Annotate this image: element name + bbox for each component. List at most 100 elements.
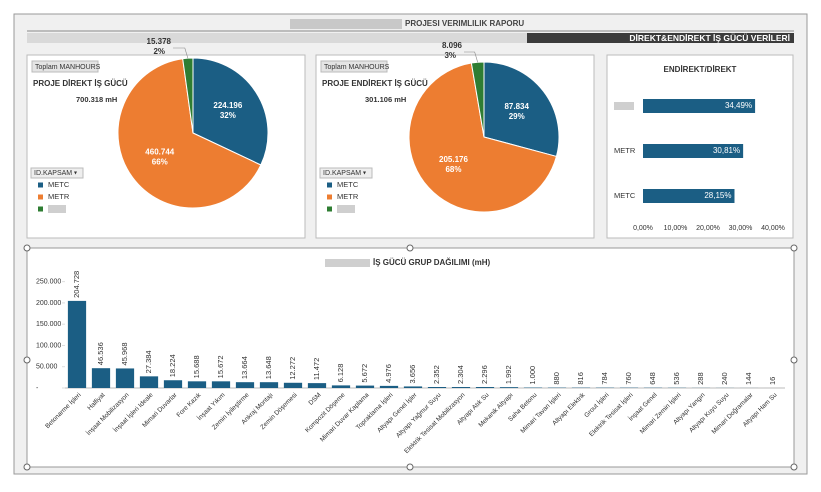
pie-slice bbox=[483, 61, 560, 158]
percent-label: 68% bbox=[445, 165, 461, 174]
data-label: 6.128 bbox=[336, 364, 345, 383]
bar bbox=[139, 376, 159, 388]
y-tick-label: 200.000 bbox=[36, 300, 61, 307]
leader-line bbox=[173, 47, 189, 59]
resize-handle bbox=[790, 244, 798, 252]
data-label: 3.656 bbox=[408, 365, 417, 384]
data-label: 28,15% bbox=[704, 191, 731, 200]
blurred-text bbox=[290, 19, 402, 29]
blurred-text bbox=[325, 259, 370, 267]
legend-swatch bbox=[38, 194, 43, 200]
bar bbox=[451, 387, 471, 388]
bar bbox=[643, 144, 744, 158]
data-label: 15.672 bbox=[216, 355, 225, 378]
data-label: 816 bbox=[576, 372, 585, 385]
dropdown[interactable] bbox=[319, 167, 373, 179]
legend-swatch bbox=[38, 182, 43, 188]
y-tick-label: - bbox=[36, 385, 39, 392]
resize-handle bbox=[790, 463, 798, 471]
legend-swatch bbox=[38, 206, 43, 212]
data-label: 1.992 bbox=[504, 365, 513, 384]
bar bbox=[91, 368, 111, 388]
bar bbox=[403, 386, 423, 388]
dropdown-arrow: ▾ bbox=[74, 171, 77, 177]
x-tick-label: 40,00% bbox=[761, 225, 785, 232]
percent-label: 32% bbox=[220, 111, 236, 120]
resize-handle bbox=[406, 463, 414, 471]
pie-slice bbox=[408, 62, 558, 213]
y-tick-label: METC bbox=[614, 191, 636, 200]
data-label: 11.472 bbox=[312, 358, 321, 380]
blurred-text bbox=[48, 205, 66, 213]
data-label: 8.096 bbox=[442, 41, 463, 50]
chart-title: PROJE ENDİREKT İŞ GÜCÜ bbox=[322, 79, 428, 88]
panel bbox=[26, 247, 795, 468]
blurred-text bbox=[614, 102, 634, 110]
bar bbox=[475, 387, 495, 388]
bar bbox=[379, 385, 399, 388]
banner-text: DİREKT&ENDİREKT İŞ GÜCÜ VERİLERİ bbox=[629, 33, 790, 43]
bar bbox=[307, 383, 327, 388]
total: 301.106 mH bbox=[365, 95, 406, 104]
legend-label: METC bbox=[337, 180, 359, 189]
y-tick-label: METR bbox=[614, 146, 636, 155]
data-label: 4.976 bbox=[384, 364, 393, 383]
data-label: 34,49% bbox=[725, 101, 752, 110]
bar bbox=[499, 387, 519, 388]
legend-swatch bbox=[327, 206, 332, 212]
data-label: 13.664 bbox=[240, 356, 249, 379]
data-label: 27.384 bbox=[144, 350, 153, 373]
bar bbox=[427, 386, 447, 388]
data-label: 2.352 bbox=[432, 365, 441, 384]
data-label: 224.196 bbox=[213, 101, 242, 110]
data-label: 18.224 bbox=[168, 354, 177, 377]
resize-handle bbox=[23, 356, 31, 364]
data-label: 288 bbox=[696, 372, 705, 385]
blurred-text bbox=[337, 205, 355, 213]
bar bbox=[283, 382, 303, 388]
data-label: 45.968 bbox=[120, 342, 129, 365]
data-label: 536 bbox=[672, 372, 681, 385]
legend-label: METR bbox=[337, 192, 359, 201]
data-label: 2.296 bbox=[480, 365, 489, 384]
data-label: 15.378 bbox=[147, 37, 172, 46]
button-label: Toplam MANHOURS bbox=[324, 64, 390, 71]
data-label: 46.536 bbox=[96, 342, 105, 365]
y-tick-label: 50.000 bbox=[36, 364, 58, 371]
data-label: 880 bbox=[552, 372, 561, 385]
legend-label: METR bbox=[48, 192, 70, 201]
data-label: 87.834 bbox=[504, 102, 529, 111]
total: 700.318 mH bbox=[76, 95, 117, 104]
data-label: 240 bbox=[720, 372, 729, 385]
bar bbox=[115, 368, 135, 388]
data-label: 204.728 bbox=[72, 271, 81, 298]
leader-line bbox=[464, 51, 478, 63]
data-label: 30,81% bbox=[713, 146, 740, 155]
x-tick-label: 30,00% bbox=[729, 225, 753, 232]
dropdown[interactable] bbox=[30, 167, 84, 179]
data-label: 760 bbox=[624, 372, 633, 385]
button-label: Toplam MANHOURS bbox=[35, 64, 101, 71]
data-label: 648 bbox=[648, 372, 657, 385]
bar bbox=[235, 382, 255, 388]
data-label: 1.000 bbox=[528, 366, 537, 385]
chart-title: PROJE DİREKT İŞ GÜCÜ bbox=[33, 79, 128, 88]
bar bbox=[643, 189, 735, 203]
report-title: PROJESI VERIMLILIK RAPORU bbox=[405, 19, 524, 28]
chart-title: İŞ GÜCÜ GRUP DAĞILIMI (mH) bbox=[373, 258, 491, 267]
percent-label: 2% bbox=[153, 47, 165, 56]
button bbox=[31, 60, 99, 73]
dropdown-arrow: ▾ bbox=[363, 171, 366, 177]
pie-slice bbox=[470, 61, 485, 138]
bar bbox=[259, 382, 279, 388]
banner-fade bbox=[27, 33, 527, 43]
percent-label: 29% bbox=[509, 112, 525, 121]
legend-label: METC bbox=[48, 180, 70, 189]
data-label: 460.744 bbox=[145, 148, 174, 157]
x-tick-label: 0,00% bbox=[633, 225, 653, 232]
y-tick-label: 150.000 bbox=[36, 321, 61, 328]
resize-handle bbox=[406, 244, 414, 252]
data-label: 784 bbox=[600, 372, 609, 385]
pie-slice bbox=[192, 57, 269, 166]
